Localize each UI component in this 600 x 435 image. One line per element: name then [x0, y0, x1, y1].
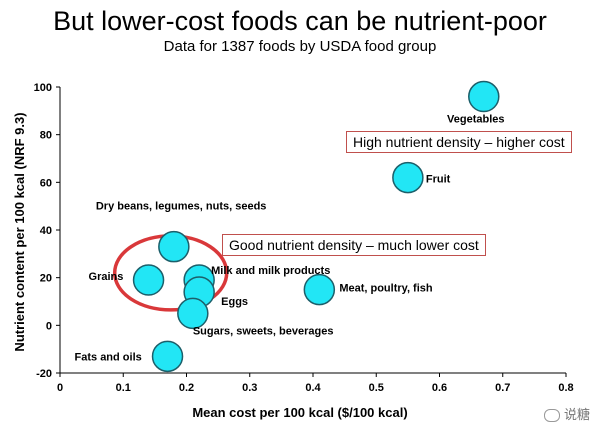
axes: 0 0.1 0.2 0.3 0.4 0.5 0.6 0.7 0.8 -20 0 20 40 60 80 100	[34, 82, 574, 394]
data-point-label: Grains	[89, 271, 124, 283]
data-point-label: Dry beans, legumes, nuts, seeds	[96, 201, 267, 213]
x-tick-label: 0.8	[558, 382, 573, 394]
annotation-good-density: Good nutrient density – much lower cost	[222, 234, 486, 256]
x-axis-label: Mean cost per 100 kcal ($/100 kcal)	[192, 405, 407, 420]
x-tick-label: 0.1	[116, 382, 131, 394]
data-point-label: Vegetables	[447, 114, 504, 126]
data-point-label: Fruit	[426, 174, 451, 186]
data-point-label: Sugars, sweets, beverages	[193, 325, 334, 337]
data-point	[392, 161, 424, 194]
data-point	[177, 297, 209, 330]
annotation-high-density: High nutrient density – higher cost	[346, 131, 572, 153]
y-tick-label: 0	[46, 320, 52, 332]
y-tick-label: 40	[40, 225, 52, 237]
x-tick-label: 0.5	[369, 382, 384, 394]
data-point-label: Fats and oils	[75, 351, 142, 363]
x-tick-label: 0.3	[242, 382, 257, 394]
y-tick-label: 20	[40, 273, 52, 285]
data-point-label: Milk and milk products	[211, 265, 330, 277]
chart-title: But lower-cost foods can be nutrient-poo…	[53, 6, 547, 36]
chart-subtitle: Data for 1387 foods by USDA food group	[163, 38, 437, 55]
x-tick-label: 0.6	[432, 382, 447, 394]
y-axis-label: Nutrient content per 100 kcal (NRF 9.3)	[12, 112, 27, 351]
x-tick-label: 0	[57, 382, 63, 394]
x-tick-label: 0.4	[305, 382, 321, 394]
data-point	[151, 340, 184, 373]
data-point	[158, 230, 190, 263]
watermark-text: 说糖	[563, 407, 590, 422]
data-point	[468, 80, 500, 113]
chat-bubble-icon	[543, 409, 560, 423]
data-point-label: Eggs	[221, 296, 248, 308]
y-tick-label: 100	[34, 82, 52, 94]
y-tick-label: -20	[36, 368, 52, 380]
y-tick-label: 60	[40, 177, 52, 189]
data-point	[132, 264, 165, 296]
x-tick-label: 0.2	[179, 382, 194, 394]
watermark: 说糖	[543, 404, 590, 423]
x-tick-label: 0.7	[495, 382, 510, 394]
y-tick-label: 80	[40, 130, 52, 142]
data-point	[303, 273, 336, 306]
data-point-label: Meat, poultry, fish	[339, 283, 433, 295]
